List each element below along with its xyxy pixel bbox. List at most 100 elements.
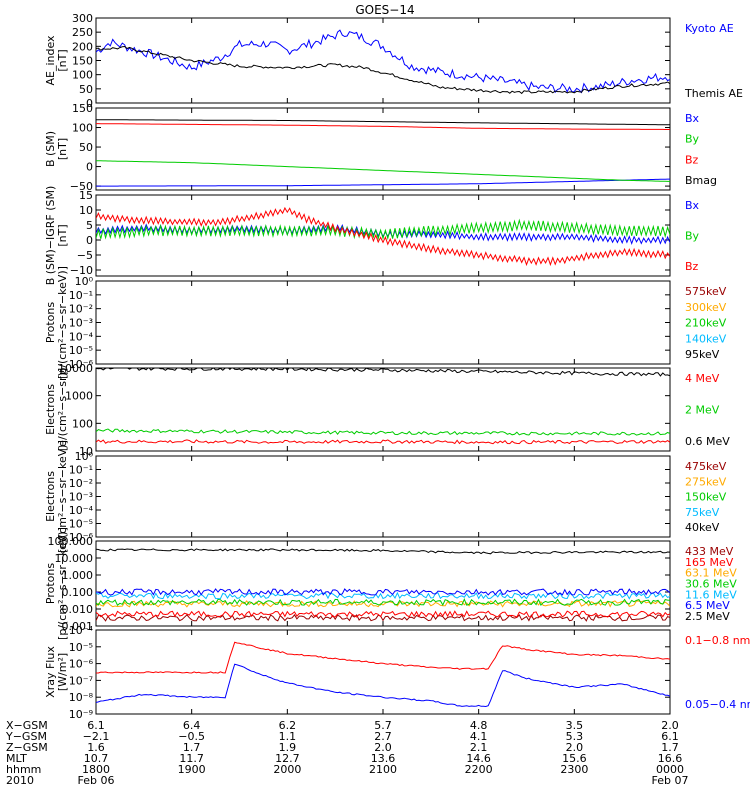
ephemeris-row-label: hhmm <box>6 763 41 776</box>
legend-entry: 75keV <box>685 506 720 519</box>
y-tick-label: 10.000 <box>55 552 94 565</box>
ephemeris-value: 16.6 <box>658 752 683 765</box>
y-tick-label: 10⁻⁶ <box>69 358 94 371</box>
ephemeris-value: −0.5 <box>178 730 205 743</box>
y-tick-label: 200 <box>72 40 93 53</box>
x-axis-ephemeris: X−GSM 6.1 6.4 6.2 5.7 4.8 3.5 2.0Y−GSM −2.1 −0.5 1… <box>5 719 688 787</box>
y-axis-label: [nT] <box>56 49 69 71</box>
y-tick-label: 0 <box>86 161 93 174</box>
y-tick-label: 100.000 <box>48 535 94 548</box>
series-line-themis-ae <box>96 45 670 95</box>
y-tick-label: 10⁰ <box>75 275 94 288</box>
ephemeris-value: 6.2 <box>279 719 297 732</box>
y-tick-label: −5 <box>77 249 93 262</box>
ephemeris-value: Feb 06 <box>78 774 115 787</box>
ephemeris-value: 4.8 <box>470 719 488 732</box>
series-line-11-6-mev <box>96 591 670 600</box>
legend-entry: 95keV <box>685 348 720 361</box>
legend-entry: Kyoto AE <box>685 22 734 35</box>
panel-frame <box>95 367 671 452</box>
legend-entry: Bz <box>685 260 699 273</box>
ephemeris-value: 11.7 <box>179 752 204 765</box>
legend-entry: 2 MeV <box>685 404 720 417</box>
legend-entry: Bmag <box>685 174 717 187</box>
y-axis-label: [e/(cm²−s−sr)] <box>56 368 69 451</box>
series-line-6-5-mev <box>96 588 670 596</box>
series-line-bx <box>96 178 670 187</box>
ephemeris-value: 1800 <box>82 763 110 776</box>
ephemeris-value: 6.1 <box>87 719 105 732</box>
ephemeris-value: 12.7 <box>275 752 300 765</box>
ephemeris-value: 2200 <box>465 763 493 776</box>
y-tick-label: 10000 <box>58 362 93 375</box>
ephemeris-value: −2.1 <box>83 730 110 743</box>
legend-entry: 575keV <box>685 285 727 298</box>
panel-7: 0.001 0.010 0.100 1.000 10.000 100.000 Protons… <box>44 527 737 640</box>
ephemeris-value: 2.0 <box>374 741 392 754</box>
ephemeris-value: 4.1 <box>470 730 488 743</box>
y-axis-label: Protons <box>44 563 57 604</box>
y-tick-label: 10⁻⁵ <box>69 518 93 531</box>
legend-entry: 6.5 MeV <box>685 599 730 612</box>
legend-entry: Bx <box>685 199 700 212</box>
ephemeris-value: 1.1 <box>279 730 297 743</box>
ephemeris-value: 2.7 <box>374 730 392 743</box>
y-tick-label: 10⁻⁴ <box>69 504 94 517</box>
y-tick-label: 0 <box>86 234 93 247</box>
y-tick-label: 10⁻¹ <box>69 289 93 302</box>
y-tick-label: 10⁻⁵ <box>69 641 93 654</box>
series-line-2-5-mev <box>96 548 670 555</box>
ephemeris-value: 2100 <box>369 763 397 776</box>
series-line-165-mev <box>96 610 670 618</box>
ephemeris-value: 15.6 <box>562 752 587 765</box>
y-tick-label: 10⁰ <box>75 450 94 463</box>
legend-entry: 0.6 MeV <box>685 435 730 448</box>
ephemeris-value: 1.9 <box>279 741 297 754</box>
ephemeris-value: 0000 <box>656 763 684 776</box>
y-axis-label: [nT] <box>56 138 69 160</box>
legend-entry: 11.6 MeV <box>685 588 737 601</box>
y-tick-label: 10 <box>79 445 93 458</box>
legend-entry: Themis AE <box>684 87 743 100</box>
series-line-by <box>96 218 670 241</box>
y-tick-label: 100 <box>72 122 93 135</box>
series-line-bz <box>96 206 670 267</box>
ephemeris-value: 2.1 <box>470 741 488 754</box>
legend-entry: Bz <box>685 153 699 166</box>
panel-8: 10⁻⁹ 10⁻⁸ 10⁻⁷ 10⁻⁶ 10⁻⁵ 10⁻⁴ Xray Flux [W/m²] 0… <box>44 624 750 721</box>
y-tick-label: 5 <box>86 219 93 232</box>
panel-3: −10 −5 0 5 10 15 B (SM)−IGRF (SM) [nT] Bx By Bz <box>44 186 700 286</box>
y-axis-label: Xray Flux <box>44 646 57 698</box>
legend-entry: 63.1 MeV <box>685 567 737 580</box>
series-line-0-05-0-4-nm <box>96 663 670 708</box>
y-tick-label: −50 <box>70 180 93 193</box>
legend-entry: 40keV <box>685 521 720 534</box>
y-axis-label: [e/(cm²−s−sr−keV)] <box>56 440 69 553</box>
y-tick-label: 150 <box>72 102 93 115</box>
ephemeris-row-label: Z−GSM <box>6 741 48 754</box>
y-tick-label: 50 <box>79 141 93 154</box>
y-tick-label: 10⁻¹ <box>69 464 93 477</box>
y-axis-label: [p/(cm²−s−sr−keV)] <box>56 266 69 379</box>
ephemeris-value: 2.0 <box>661 719 679 732</box>
panel-frame <box>95 540 671 627</box>
y-tick-label: 250 <box>72 26 93 39</box>
y-tick-label: 150 <box>72 55 93 68</box>
series-line-bz <box>96 123 670 130</box>
ephemeris-value: 6.4 <box>183 719 201 732</box>
series-line-63-1-mev <box>96 600 670 608</box>
series-line-4-mev <box>96 439 670 445</box>
y-tick-label: 50 <box>79 83 93 96</box>
series-line-433-mev <box>96 613 670 622</box>
y-tick-label: 10⁻⁶ <box>69 658 94 671</box>
ephemeris-value: 1.6 <box>87 741 105 754</box>
y-tick-label: 10⁻³ <box>69 491 93 504</box>
y-axis-label: Protons <box>44 302 57 343</box>
y-axis-label: AE_index <box>44 35 57 86</box>
y-tick-label: 10⁻⁵ <box>69 344 93 357</box>
y-axis-label: Electrons <box>44 471 57 522</box>
y-axis-label: [nT] <box>56 224 69 246</box>
ephemeris-value: 6.1 <box>661 730 679 743</box>
